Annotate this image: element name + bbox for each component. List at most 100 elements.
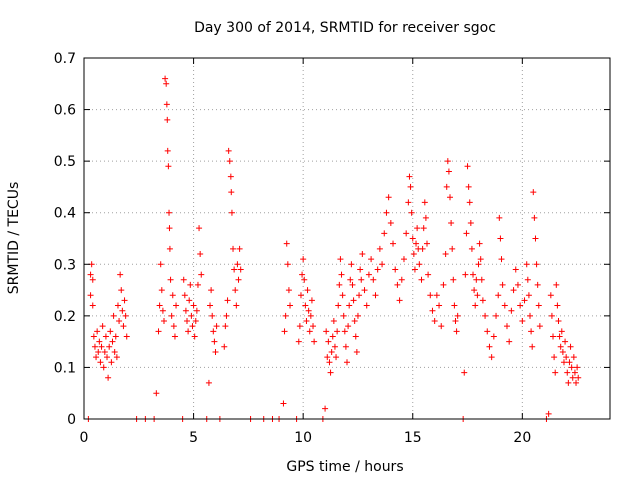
y-tick-label: 0.2 bbox=[54, 309, 76, 325]
y-tick-label: 0.6 bbox=[54, 103, 76, 119]
data-point bbox=[387, 220, 394, 227]
data-point bbox=[181, 292, 188, 299]
data-point bbox=[349, 281, 356, 288]
data-point bbox=[565, 379, 572, 386]
data-point bbox=[445, 168, 452, 175]
data-point bbox=[304, 287, 311, 294]
plot-frame bbox=[83, 57, 611, 420]
data-point bbox=[353, 348, 360, 355]
data-point bbox=[233, 302, 240, 309]
data-point bbox=[374, 266, 381, 273]
data-point bbox=[394, 281, 401, 288]
x-axis-label: GPS time / hours bbox=[286, 459, 403, 475]
data-point bbox=[284, 261, 291, 268]
data-point bbox=[479, 297, 486, 304]
data-point bbox=[495, 292, 502, 299]
data-point bbox=[531, 214, 538, 221]
data-point bbox=[237, 266, 244, 273]
data-point bbox=[235, 276, 242, 283]
data-point bbox=[569, 374, 576, 381]
data-point bbox=[198, 271, 205, 278]
data-point bbox=[173, 302, 180, 309]
data-point bbox=[205, 379, 212, 386]
data-point bbox=[510, 287, 517, 294]
data-point bbox=[325, 338, 332, 345]
data-point bbox=[282, 312, 289, 319]
data-point bbox=[465, 183, 472, 190]
data-point bbox=[436, 302, 443, 309]
data-point bbox=[296, 323, 303, 330]
data-point bbox=[104, 354, 111, 361]
data-point bbox=[193, 307, 200, 314]
data-point bbox=[473, 276, 480, 283]
data-point bbox=[287, 302, 294, 309]
data-point bbox=[300, 256, 307, 263]
data-point bbox=[342, 343, 349, 350]
data-point bbox=[98, 343, 105, 350]
data-point bbox=[107, 328, 114, 335]
data-point bbox=[521, 297, 528, 304]
data-point bbox=[283, 240, 290, 247]
data-point bbox=[423, 240, 430, 247]
data-point bbox=[281, 328, 288, 335]
data-point bbox=[225, 147, 232, 154]
data-point bbox=[236, 245, 243, 252]
data-point bbox=[111, 348, 118, 355]
data-point bbox=[297, 292, 304, 299]
data-point bbox=[383, 209, 390, 216]
data-point bbox=[90, 333, 97, 340]
data-point bbox=[160, 318, 167, 325]
data-point bbox=[443, 183, 450, 190]
data-point bbox=[372, 292, 379, 299]
data-point bbox=[346, 302, 353, 309]
data-point bbox=[333, 354, 340, 361]
data-point bbox=[171, 333, 178, 340]
data-point bbox=[230, 245, 237, 252]
data-point bbox=[351, 318, 358, 325]
data-point bbox=[563, 354, 570, 361]
data-point bbox=[156, 302, 163, 309]
data-point bbox=[94, 328, 101, 335]
data-point bbox=[307, 312, 314, 319]
data-point bbox=[87, 292, 94, 299]
data-point bbox=[330, 318, 337, 325]
data-point bbox=[170, 323, 177, 330]
data-point bbox=[324, 354, 331, 361]
data-point bbox=[482, 312, 489, 319]
data-point bbox=[427, 292, 434, 299]
data-point bbox=[334, 328, 341, 335]
data-point bbox=[503, 323, 510, 330]
data-point bbox=[392, 266, 399, 273]
data-point bbox=[308, 297, 315, 304]
data-point bbox=[421, 199, 428, 206]
data-point bbox=[403, 230, 410, 237]
data-point bbox=[89, 302, 96, 309]
data-point bbox=[187, 281, 194, 288]
data-point bbox=[466, 199, 473, 206]
data-point bbox=[433, 292, 440, 299]
data-point bbox=[299, 271, 306, 278]
data-point bbox=[167, 276, 174, 283]
data-point bbox=[486, 343, 493, 350]
data-point bbox=[168, 312, 175, 319]
data-point bbox=[109, 338, 116, 345]
data-point bbox=[190, 302, 197, 309]
data-point bbox=[99, 323, 106, 330]
chart-title: Day 300 of 2014, SRMTID for receiver sgo… bbox=[194, 20, 496, 36]
data-point bbox=[567, 343, 574, 350]
data-point bbox=[410, 250, 417, 257]
data-point bbox=[414, 225, 421, 232]
data-point bbox=[197, 250, 204, 257]
data-point bbox=[310, 323, 317, 330]
data-point bbox=[159, 307, 166, 314]
data-point bbox=[468, 245, 475, 252]
data-point bbox=[470, 271, 477, 278]
data-point bbox=[91, 343, 98, 350]
data-point bbox=[221, 343, 228, 350]
data-point bbox=[95, 348, 102, 355]
data-point bbox=[344, 359, 350, 366]
data-point bbox=[422, 214, 429, 221]
data-point bbox=[354, 312, 361, 319]
axes: 0 0.1 0.2 0.3 0.4 0.5 0.6 0.7 0 5 10 15 20 bbox=[54, 51, 611, 446]
data-point bbox=[302, 302, 309, 309]
